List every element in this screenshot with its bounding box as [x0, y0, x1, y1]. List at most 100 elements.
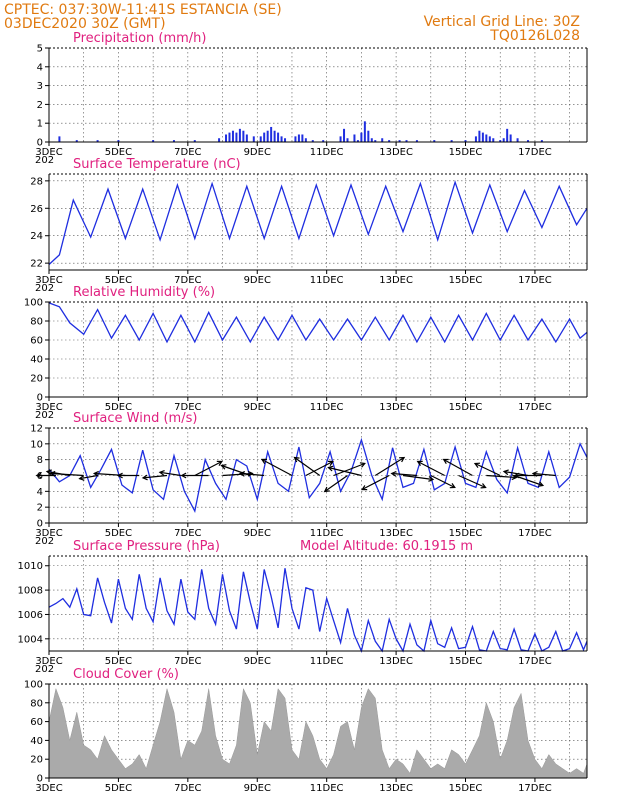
precipitation-bar	[339, 136, 342, 142]
wind-xtick-label: 5DEC	[105, 528, 132, 539]
cloud-xtick-label: 15DEC	[449, 783, 483, 794]
wind-arrow-shaft	[486, 474, 517, 479]
precipitation-bar	[193, 140, 196, 142]
wind-ytick-label: 2	[37, 503, 43, 514]
wind-arrow-shaft	[305, 460, 334, 477]
humidity-xtick-label: 11DEC	[310, 402, 344, 413]
wind-arrow-shaft	[324, 475, 348, 492]
pressure-xtick-label: 11DEC	[310, 656, 344, 667]
wind-arrow-head	[473, 462, 481, 468]
precipitation-bar	[492, 138, 495, 142]
precipitation-bar	[526, 140, 529, 142]
wind-arrow-head	[442, 458, 449, 465]
precipitation-bar	[370, 138, 373, 142]
precipitation-bar	[301, 134, 304, 142]
wind-arrow-shaft	[374, 456, 405, 477]
precipitation-bar	[356, 140, 359, 142]
pressure-panel: 1004 1006 1008 1010 3DEC 5DEC 7DEC 9DEC 11DEC 13D…	[18, 539, 588, 675]
precipitation-xtick-label: 3DEC	[35, 147, 62, 158]
wind-xtick-label: 15DEC	[449, 528, 483, 539]
wind-arrow-head	[78, 475, 85, 481]
precipitation-panel: 0 1 2 3 4 5 3DEC 5DEC 7DEC 9DEC 11DEC 13DEC 15DEC 17D…	[35, 31, 588, 166]
wind-arrow-shaft	[503, 470, 529, 477]
wind-arrow-shaft	[50, 472, 84, 477]
precipitation-bar	[509, 134, 512, 142]
precipitation-bar	[266, 130, 269, 142]
temperature-year-fragment: 202	[35, 283, 54, 294]
header-grid-line: Vertical Grid Line: 30Z	[424, 14, 580, 30]
wind-arrow-head	[537, 481, 545, 487]
wind-arrow-shaft	[417, 460, 445, 477]
precipitation-bar	[284, 138, 287, 142]
precipitation-bar	[270, 126, 273, 142]
temperature-ytick-label: 28	[30, 176, 43, 187]
temperature-panel: 22 24 26 28 3DEC 5DEC 7DEC 9DEC 11DEC 13DEC 15DEC 1…	[30, 157, 588, 294]
wind-xtick-label: 7DEC	[174, 528, 201, 539]
wind-arrow-shaft	[402, 474, 434, 481]
precipitation-bar	[388, 140, 391, 142]
wind-xtick-label: 17DEC	[518, 528, 552, 539]
precipitation-bar	[540, 140, 543, 142]
precipitation-bar	[235, 132, 238, 142]
precipitation-bar	[464, 140, 467, 142]
precipitation-ytick-label: 4	[37, 62, 43, 73]
cloud-xtick-label: 3DEC	[35, 783, 62, 794]
wind-arrow-head	[323, 486, 330, 493]
wind-arrow-head	[35, 472, 42, 479]
precipitation-bar	[405, 140, 408, 142]
pressure-series-line	[48, 568, 588, 654]
wind-arrow-shaft	[333, 462, 366, 477]
precipitation-bar	[516, 138, 519, 142]
precipitation-bar	[58, 136, 61, 142]
precipitation-ytick-label: 3	[37, 81, 43, 92]
cloud-ytick-label: 60	[30, 717, 43, 728]
pressure-xtick-label: 13DEC	[379, 656, 413, 667]
precipitation-bar	[280, 136, 283, 142]
wind-arrow-shaft	[391, 472, 417, 477]
cloud-xtick-label: 5DEC	[105, 783, 132, 794]
pressure-xtick-label: 5DEC	[105, 656, 132, 667]
precipitation-bar	[152, 140, 155, 142]
precipitation-bar	[273, 130, 276, 142]
humidity-ytick-label: 100	[24, 298, 43, 309]
wind-arrow-shaft	[79, 474, 98, 480]
precipitation-ytick-label: 2	[37, 100, 43, 111]
wind-ytick-label: 8	[37, 455, 43, 466]
wind-title: Surface Wind (m/s)	[73, 411, 197, 426]
wind-arrow-shaft	[294, 457, 321, 476]
precipitation-bar	[218, 138, 221, 142]
humidity-ytick-label: 40	[30, 355, 43, 366]
precipitation-bar	[228, 132, 231, 142]
header-model-code: TQ0126L028	[489, 28, 580, 44]
precipitation-xtick-label: 17DEC	[518, 147, 552, 158]
precipitation-bar	[245, 134, 248, 142]
precipitation-bar	[322, 140, 325, 142]
wind-arrow-head	[92, 470, 99, 477]
pressure-xtick-label: 9DEC	[244, 656, 271, 667]
wind-arrow-head	[49, 470, 56, 477]
wind-arrow-head	[180, 472, 187, 479]
precipitation-bar	[450, 140, 453, 142]
wind-arrow-head	[141, 474, 148, 481]
precipitation-bar	[172, 140, 175, 142]
wind-ytick-label: 12	[30, 424, 43, 435]
wind-arrow-shaft	[430, 474, 456, 489]
precipitation-bar	[304, 138, 307, 142]
precipitation-bar	[415, 140, 418, 142]
wind-arrow-head	[416, 460, 423, 466]
humidity-xtick-label: 3DEC	[35, 402, 62, 413]
pressure-ytick-label: 1010	[18, 561, 43, 572]
wind-arrow-shaft	[142, 474, 168, 479]
wind-arrow-head	[480, 483, 487, 489]
humidity-xtick-label: 7DEC	[174, 402, 201, 413]
wind-arrow-shaft	[261, 458, 293, 477]
wind-arrow-head	[390, 470, 397, 477]
humidity-xtick-label: 9DEC	[244, 402, 271, 413]
precipitation-xtick-label: 11DEC	[310, 147, 344, 158]
humidity-ytick-label: 20	[30, 374, 43, 385]
precipitation-bar	[343, 128, 346, 142]
pressure-xtick-label: 17DEC	[518, 656, 552, 667]
precipitation-bar	[117, 140, 120, 142]
pressure-subtitle: Model Altitude: 60.1915 m	[300, 539, 473, 554]
